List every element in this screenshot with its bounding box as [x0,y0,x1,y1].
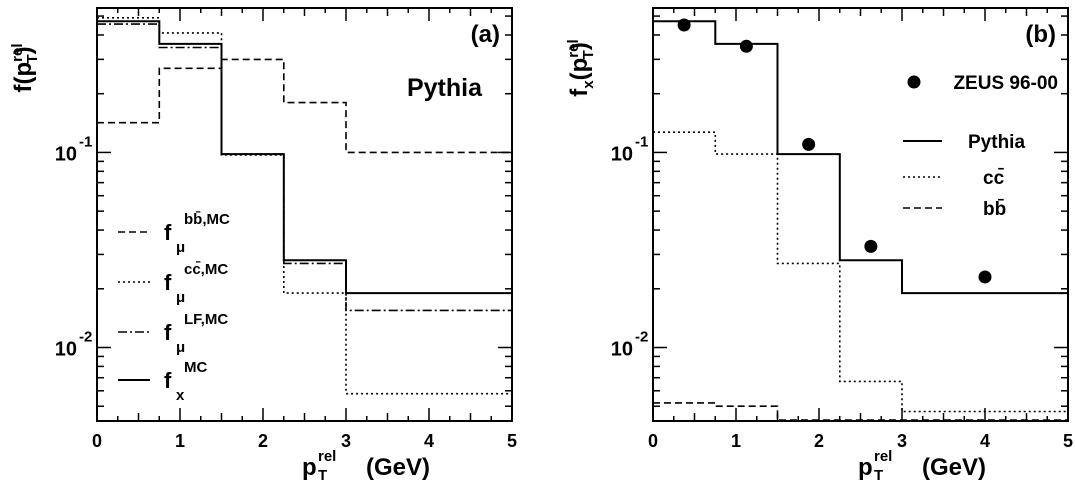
y-tick-label: 10 [611,143,633,165]
legend-label-data: ZEUS 96-00 [953,73,1058,94]
legend-label-series: bb̄ [983,199,1006,220]
series-2-dashdot [97,23,512,312]
y-axis-label-a-base: f(p [10,62,37,93]
x-tick-label: 1 [731,431,741,451]
y-tick-label-exponent: -2 [635,329,648,346]
x-axis-label-b-sub: T [874,467,883,484]
legend-label-sup: bb̄,MC [184,210,230,228]
x-axis-label-a-sup: rel [318,448,336,465]
x-tick-label: 0 [92,431,102,451]
panel-b: 0 1 2 3 4 510-210-1 (b) ZEUS 96-00Pythiacc̄bb… [565,7,1073,484]
x-axis-label-a-base: p [302,454,317,481]
x-axis-label-b-unit: (GeV) [922,454,986,481]
data-point [739,39,753,53]
legend-label-main: f [164,320,172,345]
legend-label-series: Pythia [968,132,1025,153]
legend-label-sup: MC [184,359,207,376]
series-0-dashed [97,58,512,154]
legend-label-sup: LF,MC [184,311,228,328]
generator-label: Pythia [407,74,483,102]
y-tick-label: 10 [611,339,633,361]
data-point [802,137,816,151]
x-axis-label-b: p rel T (GeV) [858,448,986,484]
y-tick-label-exponent: -2 [79,329,92,346]
legend-label-sub: μ [176,289,185,306]
x-axis-label-b-sup: rel [874,448,892,465]
series-2-dashed [653,402,1068,421]
x-axis-label-a-sub: T [318,467,327,484]
y-axis-label-b-mid: (p [566,58,593,81]
series-0-solid [653,20,1068,295]
legend-b: ZEUS 96-00 Pythia cc̄ bb̄ [903,73,1058,220]
y-axis-label-b: fx(prelT) [565,39,597,96]
panel-a: 0 1 2 3 4 510-210-1 (a) Pythia fμbb̄,MCfμcc̄,… [9,7,517,484]
data-point [978,270,992,284]
legend-label-series: cc̄ [983,168,1005,189]
x-tick-label: 2 [258,431,268,451]
legend-label-sub: x [176,387,185,404]
ticks-a: 0 1 2 3 4 510-210-1 [55,8,517,451]
legend-label-sup: cc̄,MC [184,260,228,278]
y-tick-label-exponent: -1 [635,133,648,150]
series-3-solid [97,20,512,295]
data-points-b [677,18,992,284]
legend-label-sub: μ [176,339,185,356]
x-tick-label: 2 [814,431,824,451]
curves-a [97,17,512,395]
y-axis-label-a: f(prelT) [9,43,41,92]
x-tick-label: 1 [175,431,185,451]
x-axis-label-a: p rel T (GeV) [302,448,430,484]
series-1-dotted [653,131,1068,413]
x-tick-label: 3 [897,431,907,451]
x-axis-label-a-unit: (GeV) [366,454,430,481]
x-tick-label: 5 [507,431,517,451]
y-axis-label-b-close: ) [566,42,593,50]
x-tick-label: 0 [648,431,658,451]
y-axis-label-b-sub: T [580,50,597,59]
y-axis-label-a-close: ) [10,46,37,54]
y-tick-label: 10 [55,339,77,361]
legend-label-main: f [164,368,172,393]
y-axis-label-a-sup: rel [9,43,26,61]
y-tick-label-exponent: -1 [79,133,92,150]
legend-marker-data [907,75,921,89]
data-point [677,18,691,32]
legend-label-main: f [164,270,172,295]
legend-label-sub: μ [176,239,185,256]
y-axis-label-b-sub0: x [580,80,597,89]
panel-label-a: (a) [471,21,500,48]
x-tick-label: 5 [1063,431,1073,451]
x-tick-label: 4 [980,431,990,451]
x-tick-label: 3 [341,431,351,451]
y-axis-label-b-base: f [566,88,593,97]
x-tick-label: 4 [424,431,434,451]
curves-b [653,20,1068,421]
ticks-b: 0 1 2 3 4 510-210-1 [611,8,1073,451]
y-axis-label-b-sup: rel [565,39,582,57]
y-tick-label: 10 [55,143,77,165]
data-point [864,239,878,253]
y-axis-label-a-sub: T [24,54,41,63]
legend-label-main: f [164,220,172,245]
panel-label-b: (b) [1025,21,1056,48]
x-axis-label-b-base: p [858,454,873,481]
